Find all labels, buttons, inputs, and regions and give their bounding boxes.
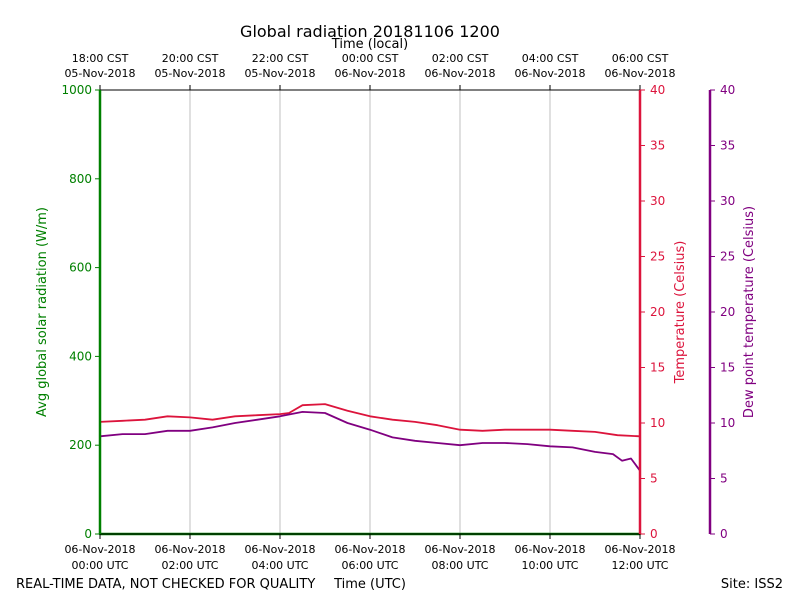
x-tick-label-time: 12:00 UTC (611, 559, 668, 572)
left-tick-label: 1000 (61, 83, 92, 97)
dewpoint-tick-label: 35 (720, 139, 735, 153)
top-tick-label-time: 06:00 CST (612, 52, 669, 65)
dewpoint-tick-label: 20 (720, 305, 735, 319)
x-tick-label-time: 04:00 UTC (251, 559, 308, 572)
dewpoint-tick-label: 5 (720, 472, 728, 486)
top-tick-label-time: 00:00 CST (342, 52, 399, 65)
top-tick-label-time: 20:00 CST (162, 52, 219, 65)
top-tick-label-date: 05-Nov-2018 (244, 67, 315, 80)
x-axis-label: Time (UTC) (333, 577, 406, 592)
top-tick-label-date: 05-Nov-2018 (154, 67, 225, 80)
top-x-axis: 18:00 CST 05-Nov-2018 20:00 CST 05-Nov-2018… (64, 52, 676, 90)
top-tick-label-date: 06-Nov-2018 (514, 67, 585, 80)
temperature-tick-label: 0 (650, 527, 658, 541)
bottom-x-axis: 06-Nov-2018 00:00 UTC 06-Nov-2018 02:00 UTC… (64, 534, 676, 572)
x-tick-label-time: 10:00 UTC (521, 559, 578, 572)
dewpoint-tick-label: 10 (720, 416, 735, 430)
quality-notice: REAL-TIME DATA, NOT CHECKED FOR QUALITY (16, 577, 315, 592)
temperature-tick-label: 15 (650, 361, 665, 375)
chart-title: Global radiation 20181106 1200 (240, 22, 500, 41)
top-tick-label-time: 22:00 CST (252, 52, 309, 65)
temperature-tick-label: 35 (650, 139, 665, 153)
top-tick-label-time: 18:00 CST (72, 52, 129, 65)
dewpoint-tick-label: 15 (720, 361, 735, 375)
temperature-y-axis: 0 5 10 15 20 25 30 35 40 (638, 83, 665, 541)
x-tick-label-time: 08:00 UTC (431, 559, 488, 572)
top-axis-label: Time (local) (331, 37, 408, 52)
x-tick-label-time: 06:00 UTC (341, 559, 398, 572)
x-tick-label-date: 06-Nov-2018 (154, 543, 225, 556)
x-tick-label-date: 06-Nov-2018 (424, 543, 495, 556)
temperature-tick-label: 20 (650, 305, 665, 319)
left-tick-label: 600 (69, 261, 92, 275)
dewpoint-axis-label: Dew point temperature (Celsius) (742, 206, 757, 418)
x-tick-label-date: 06-Nov-2018 (514, 543, 585, 556)
temperature-tick-label: 5 (650, 472, 658, 486)
temperature-axis-label: Temperature (Celsius) (673, 241, 688, 385)
top-tick-label-time: 04:00 CST (522, 52, 579, 65)
dewpoint-y-axis: 0 5 10 15 20 25 30 35 40 (708, 83, 735, 541)
temperature-tick-label: 10 (650, 416, 665, 430)
x-tick-label-date: 06-Nov-2018 (334, 543, 405, 556)
dewpoint-tick-label: 0 (720, 527, 728, 541)
left-y-axis: 0 200 400 600 800 1000 (61, 83, 102, 541)
top-tick-label-date: 06-Nov-2018 (334, 67, 405, 80)
top-tick-label-date: 06-Nov-2018 (604, 67, 675, 80)
dewpoint-tick-label: 30 (720, 194, 735, 208)
left-tick-label: 0 (84, 527, 92, 541)
dewpoint-tick-label: 25 (720, 250, 735, 264)
temperature-tick-label: 30 (650, 194, 665, 208)
left-tick-label: 400 (69, 349, 92, 363)
left-axis-label: Avg global solar radiation (W/m) (35, 207, 50, 417)
top-tick-label-date: 06-Nov-2018 (424, 67, 495, 80)
left-tick-label: 200 (69, 438, 92, 452)
x-tick-label-time: 00:00 UTC (71, 559, 128, 572)
x-tick-label-time: 02:00 UTC (161, 559, 218, 572)
temperature-series-line (99, 403, 641, 438)
dewpoint-series-line (99, 410, 641, 472)
x-tick-label-date: 06-Nov-2018 (604, 543, 675, 556)
top-tick-label-time: 02:00 CST (432, 52, 489, 65)
x-tick-label-date: 06-Nov-2018 (244, 543, 315, 556)
temperature-tick-label: 25 (650, 250, 665, 264)
gridlines (189, 90, 551, 534)
top-tick-label-date: 05-Nov-2018 (64, 67, 135, 80)
site-label: Site: ISS2 (721, 577, 783, 592)
temperature-tick-label: 40 (650, 83, 665, 97)
x-tick-label-date: 06-Nov-2018 (64, 543, 135, 556)
left-tick-label: 800 (69, 172, 92, 186)
dewpoint-tick-label: 40 (720, 83, 735, 97)
